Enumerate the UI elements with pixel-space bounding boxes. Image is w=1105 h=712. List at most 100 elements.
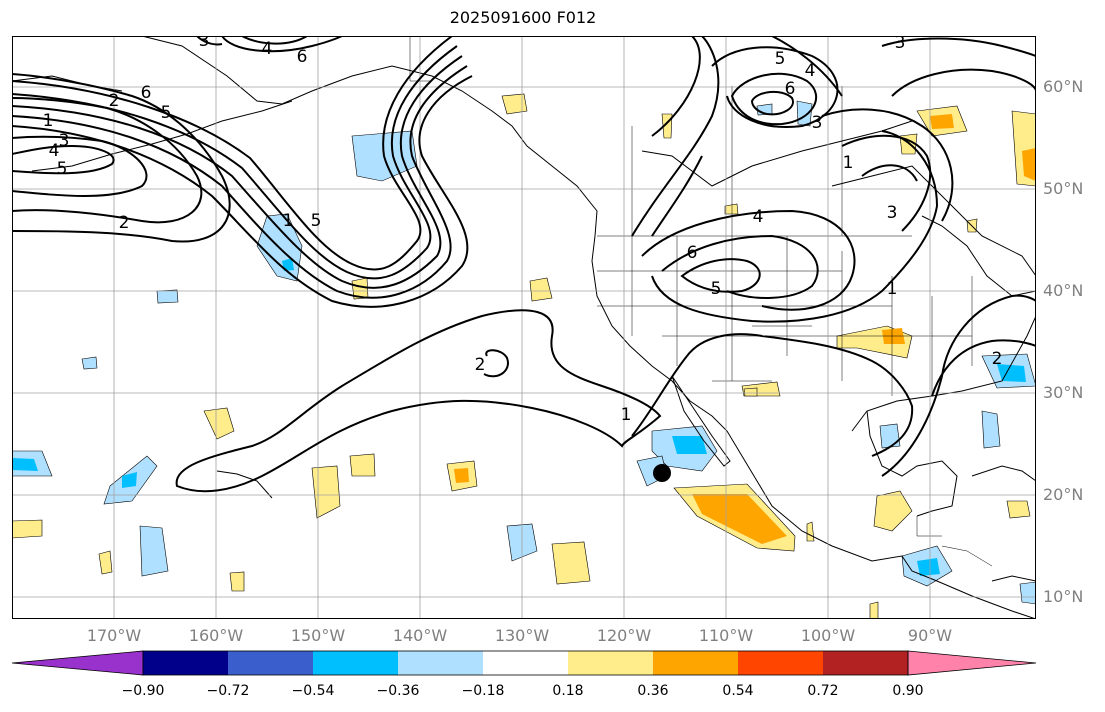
pos-anomaly-patch — [724, 203, 739, 215]
contour-label: 3 — [812, 113, 823, 133]
colorbar-tick-label: −0.36 — [376, 683, 420, 699]
lon-label-170w: 170°W — [86, 626, 142, 645]
contour-label: 1 — [887, 279, 898, 299]
colorbar-tick-label: −0.90 — [121, 683, 165, 699]
coastline — [671, 375, 731, 467]
colorbar-segment — [653, 651, 738, 675]
contour-line — [12, 144, 115, 175]
contour-label: 3 — [895, 36, 906, 53]
neg-anomaly-patch — [156, 289, 179, 304]
neg-anomaly-patch — [672, 436, 707, 454]
contour-line — [651, 130, 939, 323]
coastline — [971, 465, 1036, 482]
contour-label: 5 — [775, 49, 786, 69]
coastline — [851, 315, 1036, 432]
contour-line — [12, 65, 468, 299]
pos-anomaly-patch — [203, 407, 235, 440]
lat-label-40n: 40°N — [1043, 281, 1084, 300]
pos-anomaly-patch — [311, 465, 341, 519]
pos-anomaly-patch — [1022, 148, 1036, 181]
contour-label: 6 — [687, 243, 698, 263]
contour-line — [651, 155, 703, 237]
contour-line — [12, 36, 453, 271]
coastline — [866, 410, 958, 517]
neg-anomaly-patch — [81, 356, 98, 370]
contour-line — [891, 68, 1036, 97]
pos-anomaly-patch — [743, 387, 758, 397]
border — [916, 516, 942, 537]
contour-label: 3 — [887, 203, 898, 223]
contour-label: 6 — [785, 79, 796, 99]
chart-title: 2025091600 F012 — [449, 8, 597, 27]
neg-anomaly-patch — [139, 525, 169, 577]
neg-anomaly-patch — [1019, 581, 1036, 605]
contour-line — [881, 294, 1036, 477]
contour-line — [12, 75, 473, 308]
colorbar-tick-label: −0.72 — [206, 683, 250, 699]
neg-anomaly-patch — [12, 458, 38, 471]
colorbar-segment — [398, 651, 483, 675]
borders-layer — [409, 36, 993, 567]
contour-line — [483, 349, 509, 378]
pos-anomaly-patch — [692, 494, 787, 544]
coastline — [831, 165, 1036, 277]
coastline-layer — [12, 36, 1036, 619]
contour-line — [931, 339, 1036, 397]
colorbar-segment — [143, 651, 228, 675]
lon-label-150w: 150°W — [290, 626, 346, 645]
colorbar-tick-label: 0.54 — [722, 683, 754, 699]
contour-label: 5 — [311, 211, 322, 231]
contour-line — [771, 36, 843, 97]
contour-label: 3 — [199, 36, 210, 51]
coastline — [991, 575, 1036, 582]
contour-label: 2 — [992, 349, 1003, 369]
pos-anomaly-patch — [1006, 500, 1031, 519]
pos-anomaly-patch — [349, 453, 376, 477]
pos-anomaly-patch — [229, 571, 245, 592]
neg-anomaly-patch — [282, 258, 294, 271]
contour-label: 1 — [43, 111, 54, 131]
border — [409, 36, 432, 82]
colorbar-tick-label: −0.54 — [291, 683, 335, 699]
neg-anomaly-patch — [122, 472, 137, 488]
pos-anomaly-patch — [873, 490, 913, 532]
contour-line — [241, 36, 308, 45]
lon-label-120w: 120°W — [596, 626, 652, 645]
graticule — [12, 36, 1036, 619]
colorbar-tick-label: 0.36 — [637, 683, 669, 699]
neg-anomaly-patch — [917, 558, 940, 576]
pos-anomaly-patch — [501, 93, 528, 115]
contour-line — [641, 209, 856, 311]
colorbar-segment — [228, 651, 313, 675]
contour-label: 3 — [59, 131, 70, 151]
contour-line — [661, 234, 819, 299]
contour-label: 2 — [475, 355, 486, 375]
contour-line — [12, 135, 148, 197]
colorbar-segment — [738, 651, 823, 675]
contour-line — [12, 97, 203, 224]
colorbar-segment — [823, 651, 908, 675]
contour-line — [221, 36, 343, 53]
contour-label: 4 — [805, 61, 816, 81]
contour-line — [841, 134, 932, 232]
contour-line — [175, 309, 662, 493]
colorbar-tick-label: 0.72 — [807, 683, 839, 699]
contour-label: 1 — [621, 405, 632, 425]
pos-anomaly-patch — [98, 550, 113, 575]
storm-center-marker — [653, 464, 671, 482]
colorbar — [11, 650, 1037, 676]
contour-line — [12, 73, 231, 243]
contour-line — [196, 36, 223, 46]
contour-label: 2 — [109, 91, 120, 111]
neg-anomaly-patch — [796, 100, 813, 127]
lon-label-140w: 140°W — [392, 626, 448, 645]
lon-label-130w: 130°W — [494, 626, 550, 645]
contour-line — [711, 46, 839, 128]
contour-label: 2 — [119, 213, 130, 233]
contour-label: 5 — [711, 279, 722, 299]
pos-anomaly-patch — [551, 541, 591, 585]
colorbar-extend-high — [907, 650, 1037, 676]
contour-line — [12, 45, 458, 280]
lon-label-100w: 100°W — [800, 626, 856, 645]
colorbar-tick-label: 0.90 — [892, 683, 924, 699]
